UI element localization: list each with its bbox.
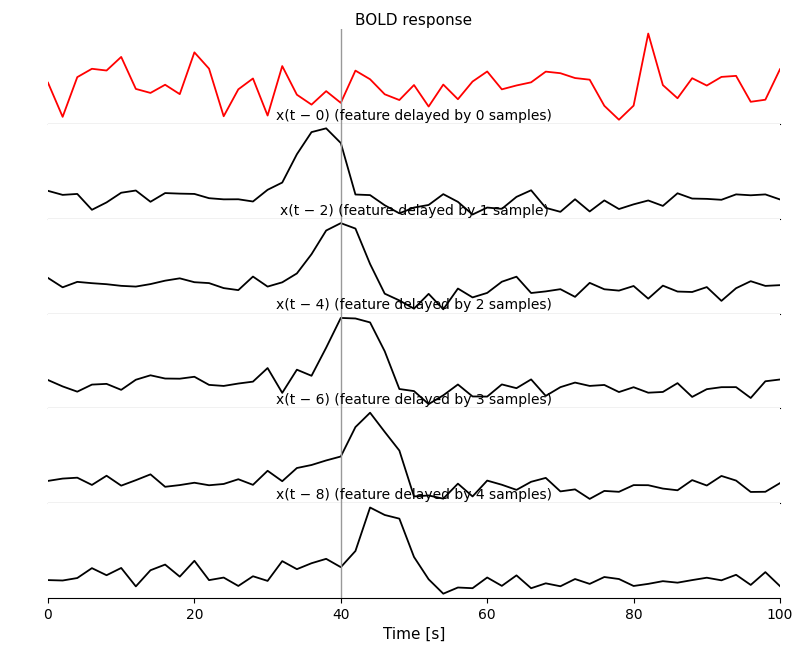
Title: x(t − 2) (feature delayed by 1 sample): x(t − 2) (feature delayed by 1 sample) bbox=[279, 203, 549, 218]
Title: x(t − 6) (feature delayed by 3 samples): x(t − 6) (feature delayed by 3 samples) bbox=[276, 393, 552, 408]
Title: BOLD response: BOLD response bbox=[355, 13, 473, 28]
Title: x(t − 4) (feature delayed by 2 samples): x(t − 4) (feature delayed by 2 samples) bbox=[276, 298, 552, 313]
Title: x(t − 0) (feature delayed by 0 samples): x(t − 0) (feature delayed by 0 samples) bbox=[276, 109, 552, 123]
X-axis label: Time [s]: Time [s] bbox=[383, 627, 445, 642]
Title: x(t − 8) (feature delayed by 4 samples): x(t − 8) (feature delayed by 4 samples) bbox=[276, 488, 552, 502]
